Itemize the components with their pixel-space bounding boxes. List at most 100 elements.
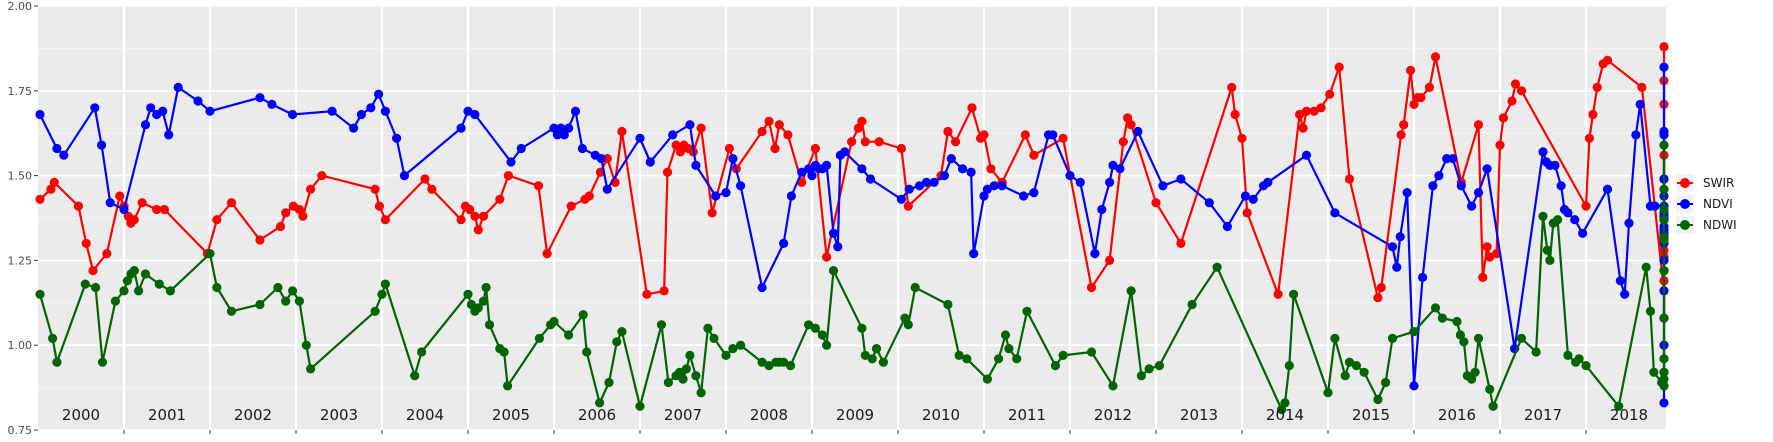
data-point — [392, 133, 402, 143]
data-point — [1550, 160, 1560, 170]
data-point — [736, 340, 746, 350]
data-point — [1227, 82, 1237, 92]
data-point — [97, 357, 108, 367]
data-point — [1570, 215, 1580, 225]
data-point — [1154, 361, 1164, 371]
data-point — [1316, 103, 1326, 113]
data-point — [1418, 272, 1428, 282]
data-point — [427, 184, 437, 194]
data-point — [1118, 137, 1128, 147]
data-point — [703, 323, 713, 333]
year-label: 2011 — [1008, 406, 1046, 424]
data-point — [1273, 289, 1283, 299]
data-point — [129, 215, 139, 225]
data-point — [1019, 191, 1029, 201]
data-point — [577, 143, 588, 154]
data-point — [857, 116, 867, 126]
data-point — [1176, 238, 1186, 248]
data-point — [205, 106, 215, 116]
data-point — [1344, 357, 1355, 367]
data-point — [871, 344, 882, 354]
data-point — [1510, 79, 1521, 89]
data-point — [1659, 42, 1669, 52]
data-point — [349, 123, 359, 133]
data-point — [49, 177, 59, 187]
series-ndvi — [35, 62, 1669, 408]
data-point — [635, 133, 645, 143]
data-point — [173, 82, 183, 92]
data-point — [110, 296, 120, 306]
data-point — [1637, 82, 1647, 92]
data-point — [370, 184, 380, 194]
data-point — [1488, 401, 1498, 411]
data-point — [1615, 276, 1625, 286]
data-point — [617, 327, 627, 337]
data-point — [1434, 171, 1444, 181]
data-point — [1086, 347, 1097, 357]
data-point — [1097, 204, 1107, 215]
data-point — [1020, 130, 1030, 140]
data-point — [1323, 388, 1333, 398]
data-point — [1578, 228, 1588, 238]
data-point — [764, 361, 774, 371]
data-point — [1144, 364, 1154, 374]
legend-item-ndwi: NDWI — [1676, 216, 1737, 234]
data-point — [1151, 198, 1161, 208]
data-point — [833, 242, 843, 252]
data-point — [1470, 367, 1480, 377]
data-point — [1409, 381, 1419, 391]
data-point — [1659, 354, 1669, 364]
data-point — [1000, 330, 1011, 340]
data-point — [685, 120, 695, 130]
data-point — [81, 238, 91, 248]
data-point — [1659, 184, 1669, 194]
data-point — [1115, 164, 1125, 174]
data-point — [822, 160, 832, 170]
data-point — [645, 157, 655, 167]
year-label: 2009 — [836, 406, 874, 424]
data-point — [226, 198, 237, 208]
data-point — [685, 350, 695, 360]
data-point — [1395, 232, 1405, 242]
data-point — [158, 106, 168, 116]
data-point — [1029, 188, 1039, 198]
data-point — [857, 164, 867, 174]
data-point — [1387, 333, 1398, 343]
data-point — [97, 140, 107, 150]
data-point — [1635, 99, 1645, 109]
data-point — [159, 204, 169, 215]
legend-item-ndvi: NDVI — [1676, 195, 1733, 213]
data-point — [281, 296, 291, 306]
year-label: 2016 — [1438, 406, 1476, 424]
legend-key-point — [1680, 199, 1690, 209]
data-point — [370, 306, 380, 316]
data-point — [1376, 282, 1386, 293]
data-point — [1659, 140, 1669, 150]
data-point — [1467, 374, 1477, 384]
data-point — [1430, 303, 1441, 313]
data-point — [822, 252, 832, 262]
data-point — [456, 123, 466, 133]
data-point — [1309, 106, 1319, 116]
data-point — [1478, 272, 1488, 282]
data-point — [1301, 106, 1312, 116]
data-point — [966, 167, 976, 177]
data-point — [1105, 177, 1115, 187]
x-axis — [123, 430, 1587, 434]
data-point — [1237, 133, 1247, 143]
data-point — [1538, 147, 1548, 157]
data-point — [570, 106, 581, 116]
data-point — [503, 381, 513, 391]
data-point — [1448, 154, 1458, 164]
data-point — [946, 154, 956, 164]
data-point — [146, 103, 156, 113]
data-point — [374, 89, 384, 99]
grid-minor — [38, 47, 1666, 389]
data-point — [1659, 367, 1669, 377]
data-point — [534, 333, 545, 343]
data-point — [764, 116, 774, 126]
data-point — [921, 177, 932, 187]
year-label: 2018 — [1610, 406, 1648, 424]
data-point — [294, 296, 304, 306]
